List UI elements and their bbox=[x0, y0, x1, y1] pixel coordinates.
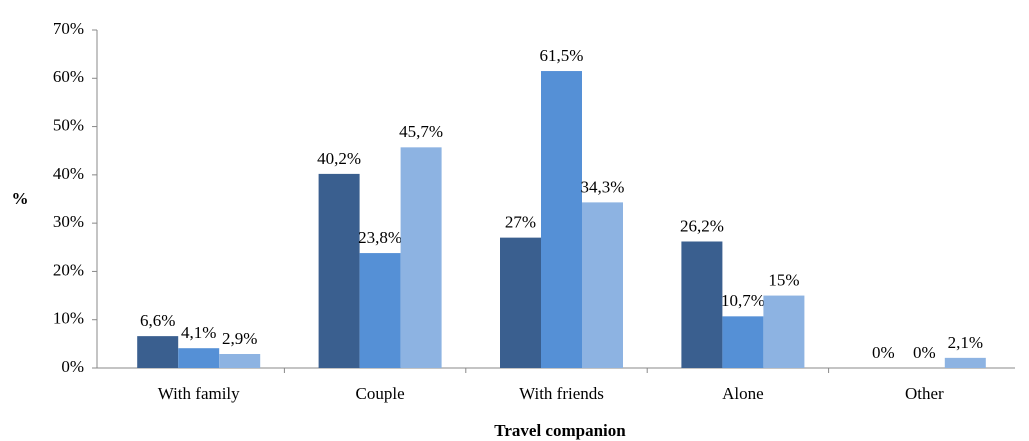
bar bbox=[582, 202, 623, 368]
y-tick-label: 0% bbox=[61, 357, 84, 376]
y-tick-label: 30% bbox=[53, 212, 84, 231]
bar bbox=[944, 357, 986, 368]
value-label: 34,3% bbox=[581, 177, 625, 196]
bar bbox=[219, 353, 261, 368]
value-label: 23,8% bbox=[358, 228, 402, 247]
x-tick-label: With family bbox=[158, 384, 240, 403]
bar bbox=[500, 237, 541, 368]
y-tick-label: 40% bbox=[53, 164, 84, 183]
value-label: 6,6% bbox=[140, 311, 175, 330]
y-tick-label: 10% bbox=[53, 309, 84, 328]
value-label: 2,9% bbox=[222, 329, 257, 348]
bar bbox=[400, 147, 442, 368]
y-tick-label: 20% bbox=[53, 260, 84, 279]
x-tick-label: Couple bbox=[356, 384, 405, 403]
bar bbox=[722, 316, 764, 368]
bar bbox=[359, 253, 401, 368]
value-label: 0% bbox=[872, 343, 895, 362]
value-label: 2,1% bbox=[948, 333, 983, 352]
value-label: 15% bbox=[768, 270, 799, 289]
value-label: 26,2% bbox=[680, 216, 724, 235]
bar bbox=[178, 348, 220, 368]
y-tick-label: 50% bbox=[53, 115, 84, 134]
bar bbox=[681, 241, 723, 368]
x-tick-label: Alone bbox=[722, 384, 764, 403]
y-axis-title: % bbox=[12, 189, 29, 208]
bar bbox=[541, 71, 582, 369]
value-label: 4,1% bbox=[181, 323, 216, 342]
bar bbox=[137, 336, 179, 368]
bar bbox=[763, 295, 805, 368]
value-label: 0% bbox=[913, 343, 936, 362]
value-label: 27% bbox=[505, 213, 536, 232]
x-axis-title: Travel companion bbox=[494, 421, 626, 440]
value-label: 61,5% bbox=[540, 46, 584, 65]
y-tick-label: 70% bbox=[53, 19, 84, 38]
value-label: 10,7% bbox=[721, 291, 765, 310]
value-label: 40,2% bbox=[317, 149, 361, 168]
bar bbox=[318, 173, 360, 368]
y-tick-label: 60% bbox=[53, 67, 84, 86]
x-tick-label: Other bbox=[905, 384, 944, 403]
value-label: 45,7% bbox=[399, 122, 443, 141]
x-tick-label: With friends bbox=[519, 384, 604, 403]
